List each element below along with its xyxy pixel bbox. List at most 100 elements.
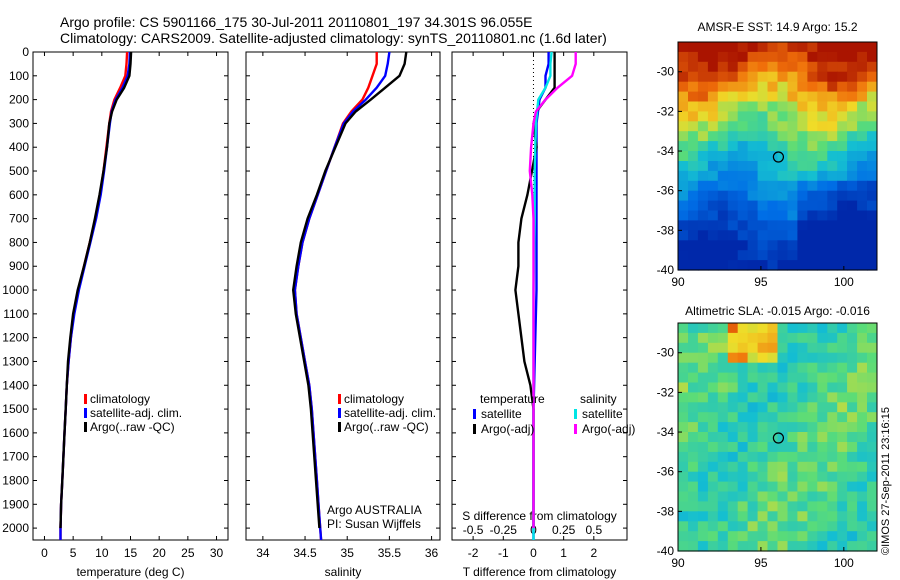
map-cell [727,230,739,241]
map-cell [688,541,699,552]
map-cell [817,131,828,142]
map-cell [797,210,808,221]
map-cell [777,170,788,182]
map-cell [777,451,788,463]
map-cell [747,141,759,152]
map-cell [727,111,739,122]
map-cell [757,412,769,423]
map-cell [807,481,818,493]
map-cell [867,190,878,202]
map-cell [707,141,719,152]
map-cell [678,131,689,142]
map-cell [827,51,838,63]
map-cell [857,161,868,172]
map-cell [787,511,798,522]
map-cell [807,111,818,122]
map-cell [777,362,788,374]
map-cell [787,240,798,251]
map-cell [867,442,878,453]
map-cell [787,170,798,182]
map-cell [678,392,689,403]
map-cell [857,382,868,393]
map-cell [847,461,858,473]
map-cell [688,461,699,473]
map-cell [757,260,769,271]
map-cell [787,121,798,132]
map-cell [797,491,808,502]
map-cell [757,220,769,231]
map-cell [747,230,759,241]
map-cell [797,61,808,73]
map-cell [757,250,769,261]
map-cell [747,42,759,53]
map-cell [727,342,739,354]
map-cell [837,151,848,162]
map-cell [678,501,689,512]
map-cell [757,240,769,251]
map-cell [767,541,778,552]
map-cell [787,71,798,83]
map-cell [867,521,878,532]
map-cell [797,101,808,112]
map-cell [727,332,739,344]
map-cell [707,240,719,251]
map-cell [707,342,719,354]
map-cell [867,531,878,542]
map-cell [827,240,838,251]
map-cell [678,42,689,53]
depth-tick-label: 1400 [2,378,29,392]
map-cell [857,121,868,132]
map-cell [717,260,729,271]
depth-tick-label: 2000 [2,521,29,535]
map-cell [678,342,689,354]
map-cell [837,131,848,142]
map-cell [747,402,759,413]
map-cell [857,491,868,502]
map-cell [777,501,788,512]
map-cell [727,131,739,142]
map-cell [787,432,798,443]
map-cell [827,531,838,542]
map-cell [847,121,858,132]
map-cell [678,442,689,453]
annotation-line: PI: Susan Wijffels [327,517,421,531]
map-cell [777,141,788,152]
map-cell [807,51,818,63]
legend-label: Argo(-adj) [481,422,534,436]
map-cell [737,111,749,122]
map-cell [767,481,778,493]
map-cell [707,111,719,122]
legend-swatch [84,408,87,418]
map-cell [697,531,709,542]
legend-swatch [574,409,577,419]
map-cell [767,51,778,63]
map-cell [678,352,689,364]
map-cell [688,121,699,132]
map-cell [837,382,848,393]
map-cell [817,151,828,162]
map-cell [767,230,778,241]
map-cell [678,531,689,542]
map-cell [867,220,878,231]
map-cell [827,151,838,162]
map-cell [807,471,818,483]
map-cell [777,402,788,413]
map-cell [767,220,778,231]
map-cell [697,111,709,122]
map-cell [757,51,769,63]
map-cell [867,422,878,433]
series-line [59,51,133,529]
map-cell [817,471,828,483]
map-cell [678,180,689,192]
map-cell [857,451,868,463]
map-cell [688,412,699,423]
map-cell [717,71,729,83]
map-cell [857,61,868,73]
legend-label: Argo(-adj) [582,422,635,436]
map-cell [847,111,858,122]
map-cell [757,131,769,142]
map-cell [797,531,808,542]
map-cell [837,422,848,433]
map-cell [787,161,798,172]
map-cell [757,541,769,552]
